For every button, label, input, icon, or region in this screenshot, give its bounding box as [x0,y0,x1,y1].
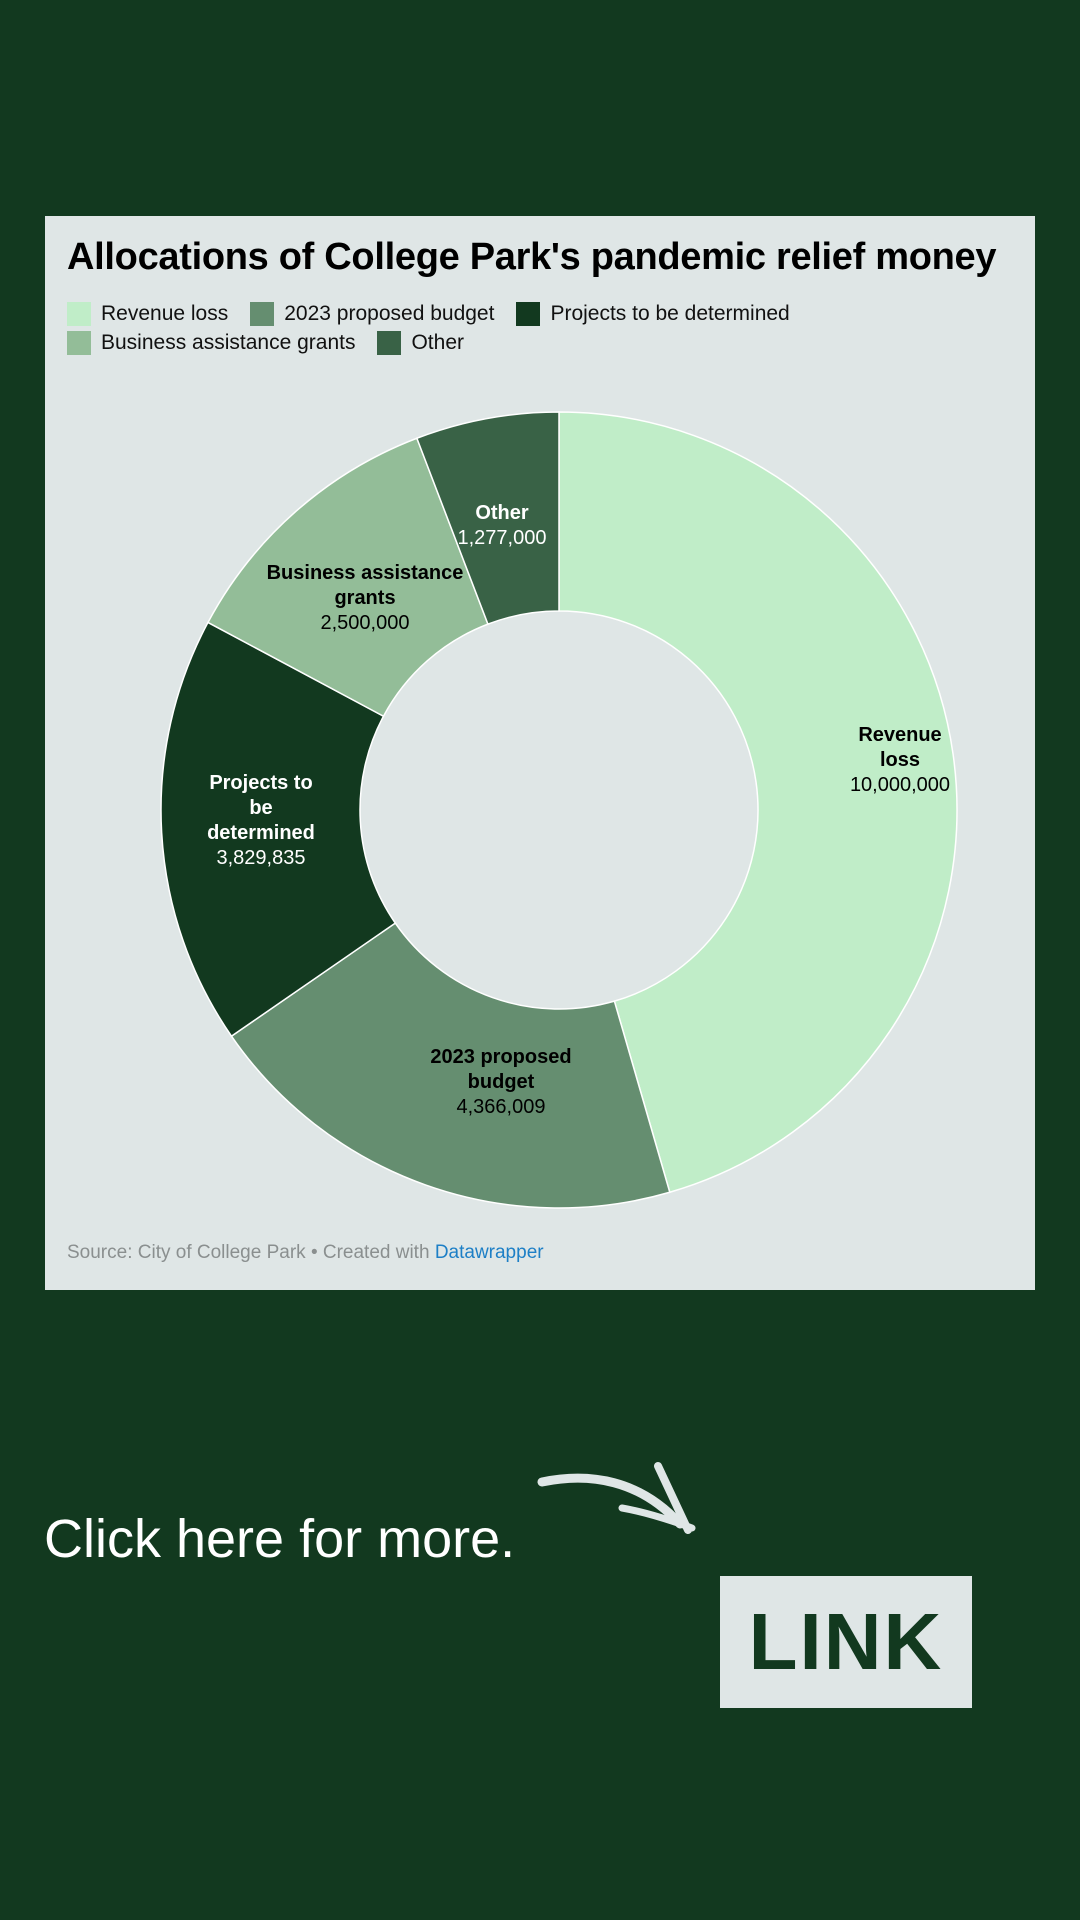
donut-slice [206,437,489,718]
slice-label-value: 1,277,000 [458,527,547,549]
slice-label-name: Revenue [858,724,941,746]
slice-label-name: loss [880,749,920,771]
legend-item: 2023 proposed budget [250,301,495,326]
slice-label-name: Projects to [209,772,312,794]
slice-label-name: grants [334,587,395,609]
legend-row: Business assistance grants Other [67,328,1007,357]
source-note: Source: City of College Park • Created w… [67,1242,544,1264]
link-button-label: LINK [748,1597,944,1686]
curved-arrow-icon [537,1462,696,1534]
datawrapper-link[interactable]: Datawrapper [434,1242,544,1263]
slice-label-value: 10,000,000 [850,774,950,796]
donut-chart: Revenue loss 10,000,000 2023 proposed budget… [160,411,958,1209]
chart-card: Allocations of College Park's pandemic r… [45,216,1035,1290]
legend-label: Revenue loss [101,301,229,325]
slice-label: Business assistance grants 2,500,000 [267,562,464,634]
slice-label-name: Other [475,502,529,524]
legend-swatch [67,330,91,355]
source-text: Source: City of College Park • Created w… [67,1242,435,1263]
legend-label: 2023 proposed budget [284,301,495,325]
legend-swatch [250,301,275,326]
legend-item: Business assistance grants [67,330,356,355]
slice-label: Revenue loss 10,000,000 [850,724,950,796]
legend-swatch [67,301,91,326]
chart-legend: Revenue loss 2023 proposed budget Projects… [67,299,1007,357]
slice-label: Projects to be determined 3,829,835 [207,772,315,869]
slice-label-value: 2,500,000 [321,612,410,634]
legend-item: Revenue loss [67,301,229,326]
slice-label-value: 4,366,009 [457,1096,546,1118]
donut-hole [361,612,757,1008]
slice-label-name: Business assistance [267,562,464,584]
slice-label-value: 3,829,835 [217,847,306,869]
link-button[interactable]: LINK [720,1576,972,1708]
donut-slice [160,621,397,1038]
donut-slice [558,411,958,1194]
slice-label-name: be [249,797,272,819]
slice-label-name: determined [207,822,315,844]
slice-label-name: budget [468,1071,535,1093]
legend-label: Business assistance grants [101,330,356,354]
slice-label: 2023 proposed budget 4,366,009 [430,1046,571,1118]
slice-label-name: 2023 proposed [430,1046,571,1068]
slice-label: Other 1,277,000 [458,502,547,549]
legend-label: Projects to be determined [550,301,790,325]
donut-slice [230,922,671,1209]
legend-swatch [516,301,541,326]
legend-label: Other [411,330,464,354]
legend-item: Projects to be determined [516,301,790,326]
donut-slice [415,411,560,626]
legend-item: Other [377,330,464,355]
cta-text: Click here for more. [44,1509,516,1569]
chart-title: Allocations of College Park's pandemic r… [67,236,997,278]
legend-row: Revenue loss 2023 proposed budget Projects… [67,299,1007,328]
legend-swatch [377,330,402,355]
